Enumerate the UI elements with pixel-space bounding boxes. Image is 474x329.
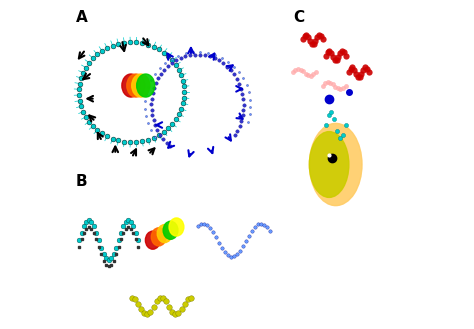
Ellipse shape [137, 74, 155, 97]
Ellipse shape [122, 74, 140, 97]
Ellipse shape [132, 74, 150, 97]
Text: A: A [76, 10, 88, 25]
Ellipse shape [310, 123, 362, 206]
Ellipse shape [151, 228, 166, 246]
Ellipse shape [157, 224, 172, 243]
Text: C: C [293, 10, 304, 25]
Ellipse shape [310, 132, 349, 197]
Text: B: B [76, 174, 87, 190]
Ellipse shape [146, 231, 160, 249]
Ellipse shape [163, 221, 178, 240]
Ellipse shape [169, 218, 184, 236]
Ellipse shape [127, 74, 145, 97]
